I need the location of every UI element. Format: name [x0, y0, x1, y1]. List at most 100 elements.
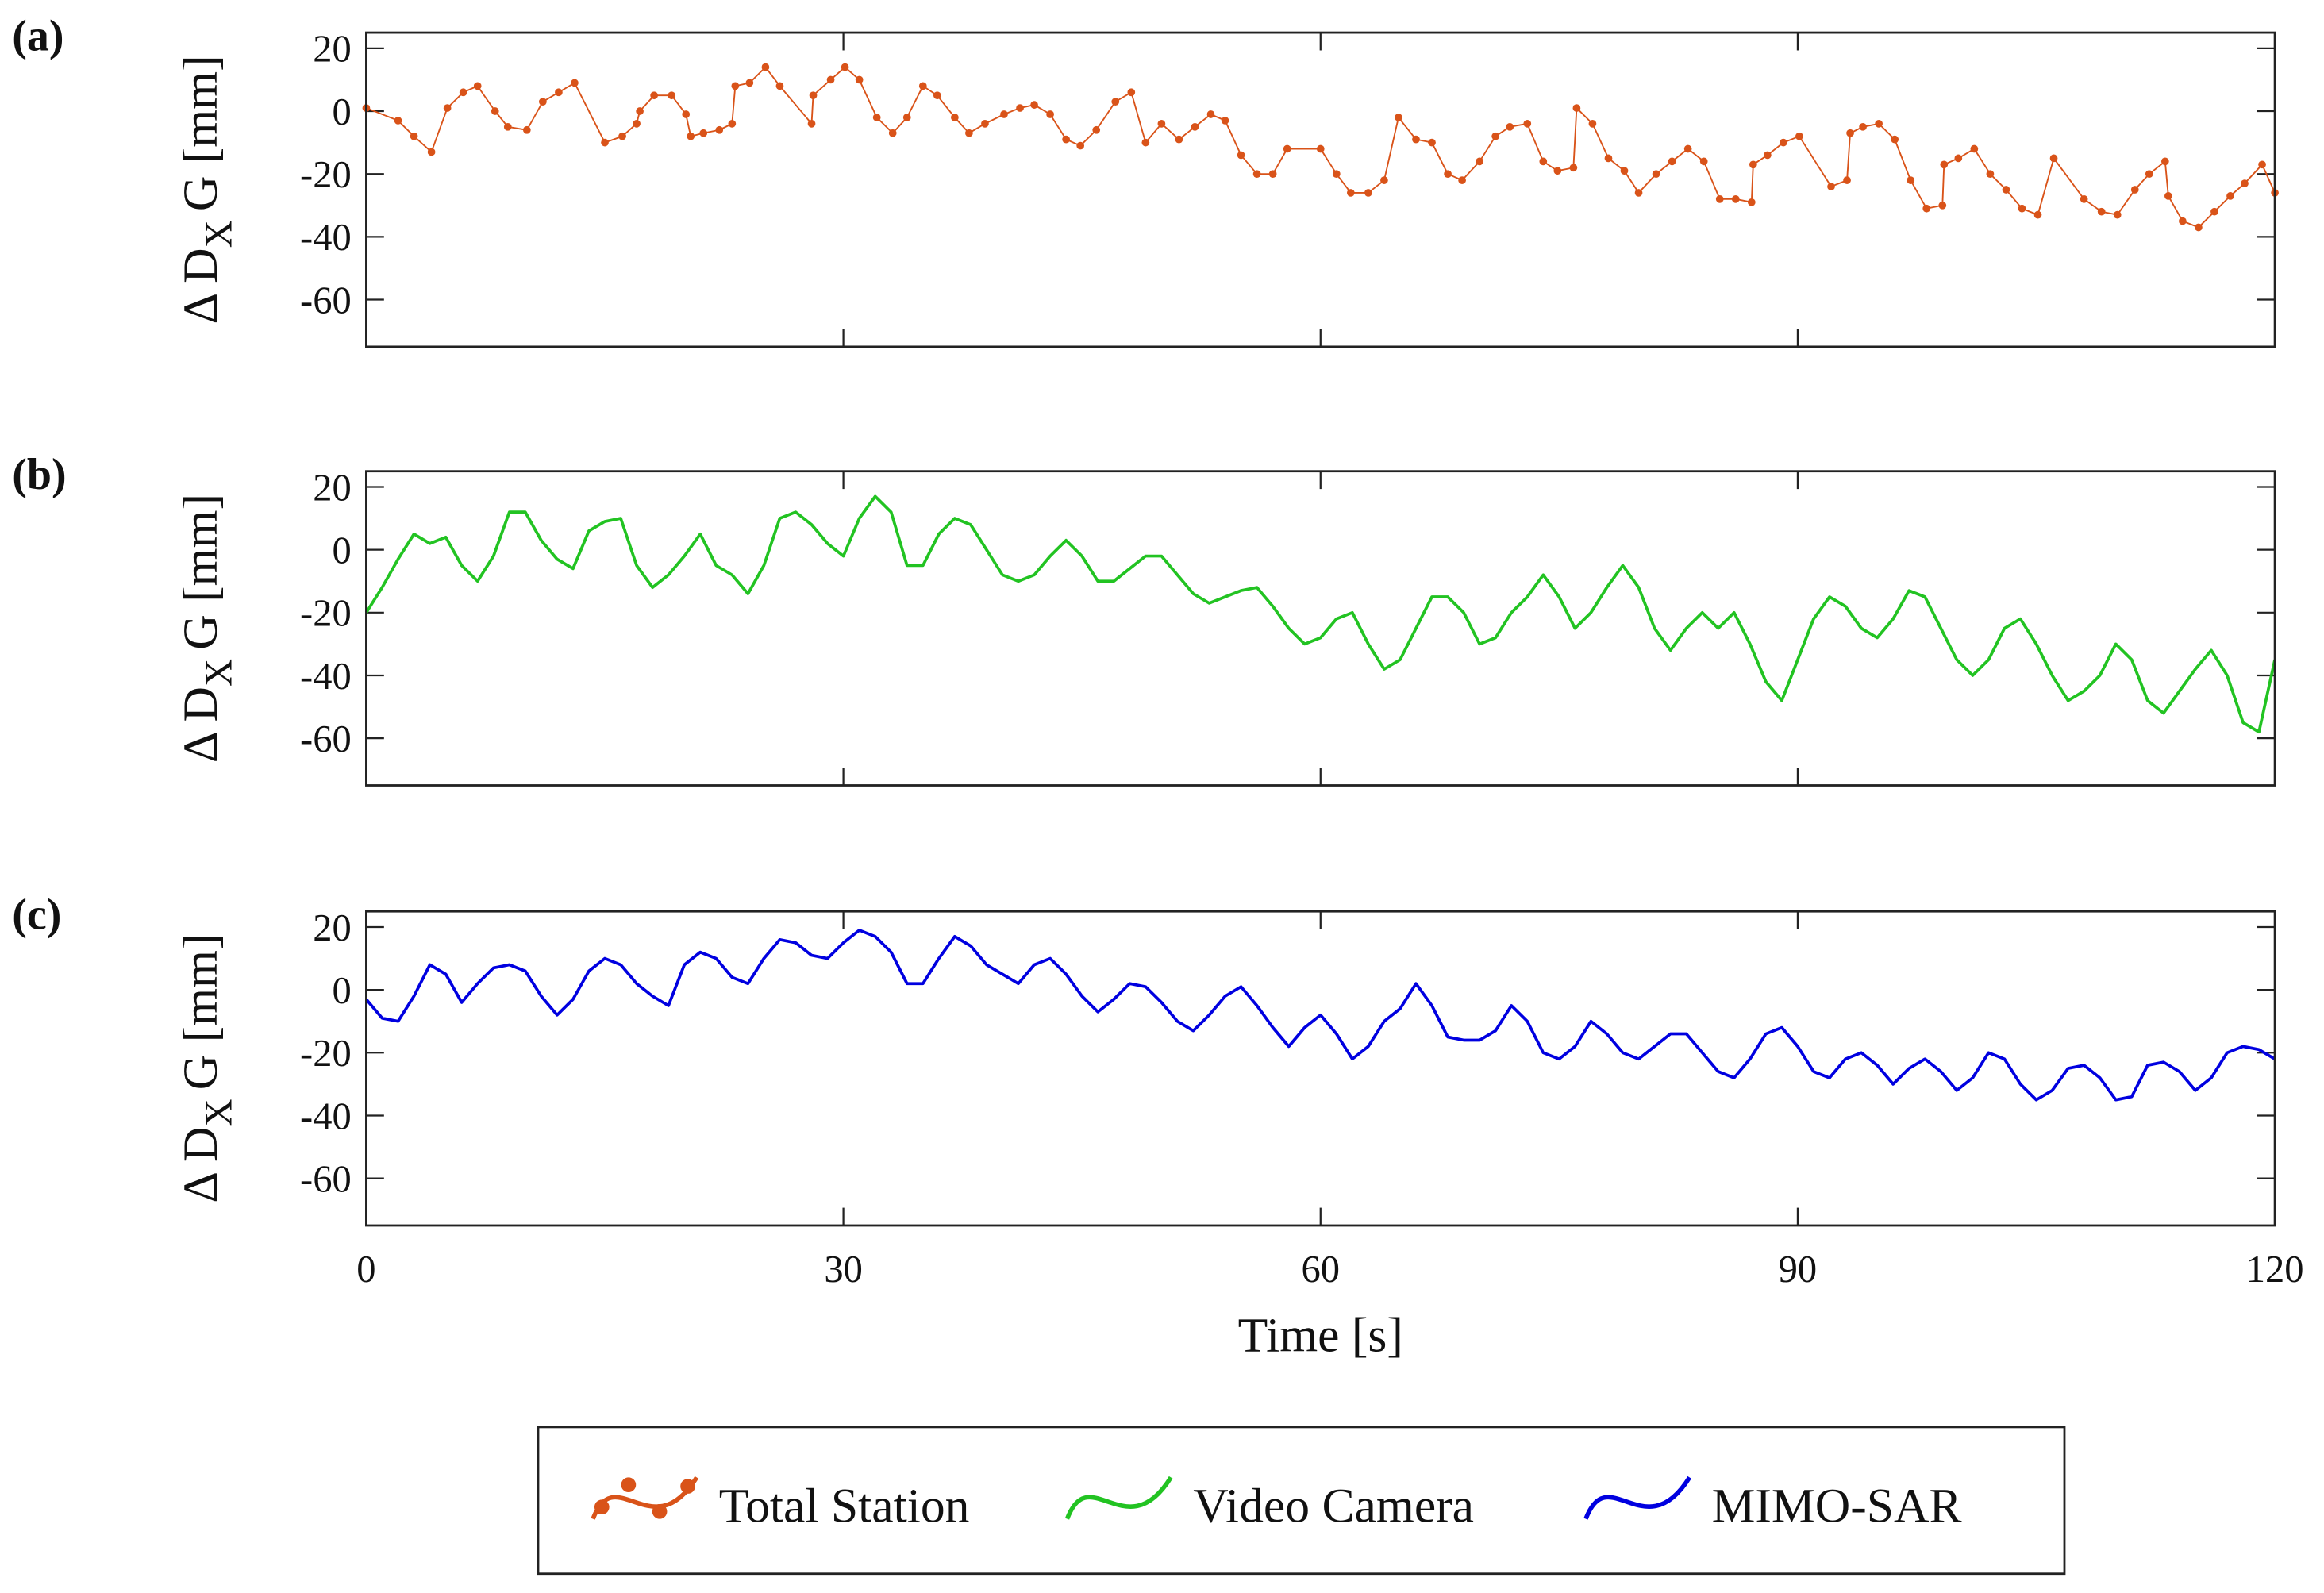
- data-point: [2130, 186, 2139, 194]
- y-label-sub: X: [198, 220, 240, 248]
- data-point: [2164, 192, 2172, 200]
- y-tick-label: 20: [313, 467, 352, 509]
- y-label-main: Δ D: [174, 248, 228, 324]
- data-point: [503, 122, 512, 131]
- y-tick-label: 20: [313, 29, 352, 71]
- data-point: [918, 82, 927, 90]
- y-label-rest: G [mm]: [174, 494, 228, 650]
- data-point: [841, 63, 849, 71]
- data-point: [2210, 207, 2218, 216]
- data-point: [1749, 160, 1757, 169]
- data-point: [1553, 167, 1562, 175]
- data-point: [1699, 157, 1708, 166]
- data-point: [1316, 144, 1325, 153]
- data-point: [1875, 120, 1883, 128]
- data-point: [1092, 125, 1101, 134]
- x-tick-label: 60: [1302, 1249, 1341, 1291]
- data-point: [855, 75, 864, 84]
- data-point: [1221, 117, 1229, 125]
- data-point: [1111, 98, 1120, 106]
- data-point: [809, 91, 818, 100]
- data-point: [1491, 132, 1500, 140]
- data-point: [1062, 135, 1070, 144]
- y-label-rest: G [mm]: [174, 55, 228, 211]
- data-line: [365, 929, 2276, 1102]
- data-line: [366, 66, 2276, 229]
- data-point: [1683, 144, 1692, 153]
- data-point: [2018, 204, 2026, 213]
- legend-icon: [1583, 1476, 1692, 1520]
- data-point: [636, 107, 644, 115]
- data-point: [1604, 154, 1613, 163]
- data-point: [1016, 104, 1024, 112]
- data-point: [1827, 183, 1835, 190]
- data-point: [687, 132, 695, 140]
- data-point: [888, 129, 897, 137]
- data-point: [601, 138, 609, 147]
- data-point: [1395, 114, 1402, 121]
- data-point: [761, 63, 770, 71]
- data-point: [1715, 194, 1724, 203]
- data-point: [1954, 154, 1963, 163]
- data-point: [1764, 151, 1772, 160]
- data-point: [682, 110, 691, 118]
- data-point: [951, 114, 959, 121]
- data-point: [699, 129, 708, 137]
- x-axis-label: Time [s]: [1238, 1309, 1403, 1363]
- data-point: [902, 114, 911, 121]
- data-point: [2113, 210, 2122, 219]
- data-point: [1668, 157, 1676, 166]
- data-point: [1731, 194, 1740, 203]
- data-point: [1412, 135, 1420, 144]
- data-point: [1175, 135, 1183, 144]
- y-tick-label: -20: [300, 1033, 352, 1075]
- data-point: [1268, 170, 1277, 179]
- data-point: [1843, 176, 1851, 184]
- data-point: [2145, 170, 2153, 179]
- plot-frame: [365, 470, 2276, 787]
- data-point: [1938, 201, 1947, 210]
- x-tick-label: 120: [2246, 1249, 2304, 1291]
- data-point: [1157, 120, 1166, 128]
- data-point: [1907, 176, 1915, 184]
- x-tick-label: 30: [824, 1249, 863, 1291]
- data-line: [364, 494, 2276, 734]
- legend-label: Video Camera: [1193, 1479, 1474, 1533]
- plot-frame: [365, 31, 2276, 348]
- y-label-sub: X: [198, 1099, 240, 1126]
- legend-marker: [680, 1479, 695, 1494]
- data-point: [1652, 170, 1660, 179]
- data-point: [522, 125, 531, 134]
- data-point: [745, 79, 754, 87]
- data-point: [633, 120, 641, 128]
- data-point: [1859, 122, 1867, 131]
- data-point: [2160, 157, 2169, 166]
- data-point: [1476, 157, 1484, 166]
- data-point: [1364, 189, 1372, 197]
- y-label-main: Δ D: [174, 687, 228, 763]
- data-point: [491, 107, 499, 115]
- data-point: [1634, 189, 1643, 197]
- y-tick-label: -40: [300, 656, 352, 698]
- data-point: [1986, 170, 1995, 179]
- y-tick-label: -20: [300, 593, 352, 635]
- data-point: [1506, 122, 1514, 131]
- y-tick-label: -40: [300, 217, 352, 259]
- legend-marker: [652, 1503, 668, 1519]
- data-point: [1076, 141, 1085, 150]
- data-point: [731, 82, 740, 90]
- y-label-main: Δ D: [174, 1127, 228, 1203]
- y-label-sub: X: [198, 659, 240, 687]
- data-point: [981, 120, 989, 128]
- legend-marker: [621, 1477, 637, 1493]
- panel-label: (c): [12, 891, 61, 940]
- plot-frame: [365, 910, 2276, 1227]
- data-point: [1891, 135, 1899, 144]
- data-point: [1206, 110, 1215, 118]
- legend-icon: [1064, 1476, 1173, 1520]
- data-point: [775, 82, 784, 90]
- data-point: [2097, 207, 2106, 216]
- data-point: [1620, 167, 1629, 175]
- y-tick-label: -40: [300, 1095, 352, 1137]
- data-point: [872, 114, 881, 121]
